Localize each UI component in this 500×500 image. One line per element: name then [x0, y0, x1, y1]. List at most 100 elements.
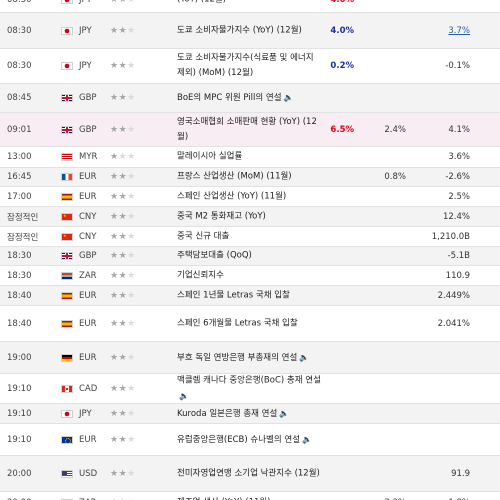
importance-stars: ★★★ [110, 353, 136, 363]
star-icon: ★ [127, 408, 136, 419]
currency-code: JPY [79, 0, 92, 5]
star-icon: ★ [127, 0, 136, 5]
currency-code: JPY [79, 408, 92, 419]
event-time: 18:30 [7, 251, 32, 261]
table-row[interactable]: 18:40 EUR ★★★ 스페인 1년물 Letras 국채 입찰 2.449% [0, 286, 500, 306]
event-name-link[interactable]: 프랑스 산업생산 (MoM) (11월) [177, 170, 323, 185]
event-name-link[interactable]: 도쿄 소비자물가지수(식료품 및 에너지 제외) (MoM) (12월) [177, 51, 323, 81]
importance-stars: ★★★ [110, 291, 136, 301]
table-row[interactable]: 08:30 JPY ★★★ 도쿄 소비자물가지수(식료품 및 에너지 제외) (MoM… [0, 49, 500, 84]
star-icon: ★ [118, 251, 128, 261]
star-icon: ★ [127, 172, 136, 182]
jp-flag-icon [61, 0, 73, 4]
event-name-link[interactable]: 부흐 독일 연방은행 부총재의 연설 🔈 [177, 350, 323, 366]
previous-value: 12.4% [442, 211, 470, 222]
currency-code: CNY [79, 231, 97, 242]
currency-code: JPY [79, 25, 92, 36]
currency-code: EUR [79, 191, 97, 202]
star-icon: ★ [118, 408, 128, 419]
event-name-link[interactable]: 맥클렘 캐나다 중앙은행(BoC) 총재 연설 🔈 [177, 373, 323, 404]
star-icon: ★ [118, 434, 128, 445]
star-icon: ★ [118, 231, 128, 242]
previous-value: -0.1% [445, 61, 470, 71]
actual-value: 4.0% [330, 25, 354, 36]
star-icon: ★ [110, 191, 119, 202]
event-name: 스페인 산업생산 (YoY) (11월) [177, 191, 287, 201]
table-row[interactable]: 17:00 EUR ★★★ 스페인 산업생산 (YoY) (11월) 2.5% [0, 187, 500, 207]
event-name-link[interactable]: 주택담보대출 (QoQ) [177, 249, 323, 264]
star-icon: ★ [118, 211, 128, 222]
event-name-link[interactable]: BoE의 MPC 위원 Pill의 연설 🔈 [177, 90, 323, 106]
event-name-link[interactable]: 영국소매협회 소매판매 현황 (YoY) (12월) [177, 115, 323, 145]
de-flag-icon [61, 353, 73, 362]
currency-code: EUR [79, 290, 97, 301]
event-time: 08:30 [7, 25, 32, 36]
event-time: 17:00 [7, 191, 32, 202]
event-name-link[interactable]: 전미자영업연맹 소기업 낙관지수 (12월) [177, 466, 323, 481]
event-name-link[interactable]: 유럽중앙은행(ECB) 슈나벨의 연설 🔈 [177, 432, 323, 448]
actual-value: 0.2% [330, 61, 354, 71]
event-name: 기업신뢰지수 [177, 270, 224, 280]
table-row[interactable]: 19:10 CAD ★★★ 맥클렘 캐나다 중앙은행(BoC) 총재 연설🔈 [0, 374, 500, 404]
actual-value: 4.0% [330, 0, 354, 5]
currency-code: GBP [79, 124, 97, 135]
star-icon: ★ [110, 61, 119, 71]
table-row[interactable]: 19:10 EUR ★★★ 유럽중앙은행(ECB) 슈나벨의 연설 🔈 [0, 424, 500, 456]
event-time: 20:00 [7, 468, 32, 479]
importance-stars: ★★★ [110, 232, 136, 242]
star-icon: ★ [127, 352, 136, 363]
forecast-value: 0.8% [384, 172, 406, 182]
table-row[interactable]: 16:45 EUR ★★★ 프랑스 산업생산 (MoM) (11월) 0.8% -2.6% [0, 168, 500, 187]
table-row[interactable]: 19:10 JPY ★★★ Kuroda 일본은행 총재 연설 🔈 [0, 404, 500, 424]
table-row[interactable]: 20:00 USD ★★★ 전미자영업연맹 소기업 낙관지수 (12월) 91.9 [0, 456, 500, 492]
jp-flag-icon [61, 26, 73, 35]
table-row[interactable]: 08:30 JPY ★★★ 도쿄 소비자물가지수 (YoY) (12월) 4.0% 3.7… [0, 13, 500, 49]
previous-value[interactable]: 3.7% [448, 25, 470, 36]
star-icon: ★ [118, 191, 128, 202]
event-name-link[interactable]: 중국 M2 통화재고 (YoY) [177, 209, 323, 224]
table-row[interactable]: 08:45 GBP ★★★ BoE의 MPC 위원 Pill의 연설 🔈 [0, 84, 500, 113]
event-name-link[interactable]: 도쿄 소비자물가지수 (YoY) (12월) [177, 23, 323, 38]
event-name-link[interactable]: 스페인 1년물 Letras 국채 입찰 [177, 288, 323, 303]
event-time: 18:40 [7, 318, 32, 329]
table-row[interactable]: 잠정적인 ★ CNY ★★★ 중국 M2 통화재고 (YoY) 12.4% [0, 207, 500, 227]
importance-stars: ★★★ [110, 125, 136, 135]
table-row[interactable]: 18:30 ZAR ★★★ 기업신뢰지수 110.9 [0, 266, 500, 286]
previous-value: 2.5% [448, 191, 470, 202]
event-time: 18:40 [7, 290, 32, 301]
previous-value: 91.9 [451, 468, 470, 479]
fr-flag-icon [61, 173, 73, 181]
event-name-link[interactable]: (YoY) (12월) [177, 0, 323, 8]
event-time: 잠정적인 [7, 232, 39, 243]
currency-code: MYR [79, 152, 98, 162]
event-name-link[interactable]: 기업신뢰지수 [177, 268, 323, 283]
speaker-icon: 🔈 [302, 434, 312, 444]
star-icon: ★ [127, 61, 136, 71]
star-icon: ★ [118, 25, 128, 36]
table-row[interactable]: 잠정적인 ★ CNY ★★★ 중국 신규 대출 1,210.0B [0, 227, 500, 247]
event-name-link[interactable]: 스페인 6개월물 Letras 국채 입찰 [177, 316, 323, 331]
event-name-link[interactable]: 중국 신규 대출 [177, 229, 323, 244]
star-icon: ★ [127, 434, 136, 445]
event-name: 도쿄 소비자물가지수(식료품 및 에너지 제외) (MoM) (12월) [177, 53, 314, 78]
event-time: 08:45 [7, 93, 32, 103]
star-icon: ★ [110, 270, 119, 281]
star-icon: ★ [119, 498, 128, 500]
star-icon: ★ [110, 152, 119, 162]
table-row[interactable]: 20:00ZAR★★★제조업 생산 (YoY) (11월)3.3%1.8% [0, 492, 500, 500]
star-icon: ★ [118, 124, 128, 135]
star-icon: ★ [127, 25, 136, 36]
event-name-link[interactable]: 말레이시아 실업률 [177, 150, 323, 165]
table-row[interactable]: 09:01 GBP ★★★ 영국소매협회 소매판매 현황 (YoY) (12월) 6.5… [0, 113, 500, 147]
event-name-link[interactable]: Kuroda 일본은행 총재 연설 🔈 [177, 406, 323, 422]
table-row[interactable]: 19:00 EUR ★★★ 부흐 독일 연방은행 부총재의 연설 🔈 [0, 342, 500, 374]
table-row[interactable]: 18:40 EUR ★★★ 스페인 6개월물 Letras 국채 입찰 2.041% [0, 306, 500, 342]
table-row[interactable]: 18:30 GBP ★★★ 주택담보대출 (QoQ) -5.1B [0, 247, 500, 266]
importance-stars: ★★★ [110, 212, 136, 222]
event-time: 18:30 [7, 270, 32, 281]
event-name-link[interactable]: 제조업 생산 (YoY) (11월) [177, 495, 323, 500]
event-name-link[interactable]: 스페인 산업생산 (YoY) (11월) [177, 189, 323, 204]
importance-stars: ★★★ [110, 0, 136, 5]
table-row[interactable]: 13:00 MYR ★★★ 말레이시아 실업률 3.6% [0, 147, 500, 168]
